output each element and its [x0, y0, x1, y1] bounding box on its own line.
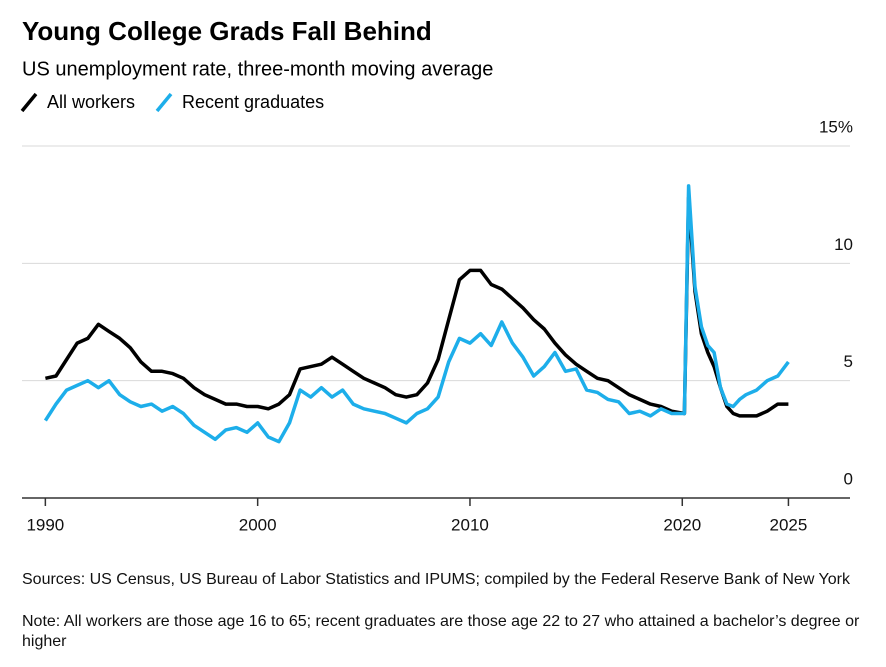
- legend-swatch: [155, 92, 173, 113]
- x-tick-label: 2025: [770, 515, 808, 534]
- x-tick-label: 2020: [663, 515, 701, 534]
- x-tick-label: 2010: [451, 515, 489, 534]
- y-tick-label: 10: [834, 235, 853, 254]
- line-0: [45, 195, 789, 418]
- x-tick-label: 1990: [26, 515, 64, 534]
- chart-subtitle: US unemployment rate, three-month moving…: [22, 58, 493, 80]
- legend-label: Recent graduates: [182, 92, 324, 112]
- y-tick-label: 15%: [819, 117, 853, 136]
- y-tick-label: 5: [844, 352, 853, 371]
- sources: Sources: US Census, US Bureau of Labor S…: [22, 571, 850, 588]
- note: Note: All workers are those age 16 to 65…: [22, 613, 860, 650]
- chart-title: Young College Grads Fall Behind: [22, 16, 432, 46]
- line-1: [43, 184, 790, 444]
- x-tick-label: 2000: [239, 515, 277, 534]
- legend-label: All workers: [47, 92, 135, 112]
- legend-swatch: [20, 92, 38, 113]
- y-tick-label: 0: [844, 469, 853, 488]
